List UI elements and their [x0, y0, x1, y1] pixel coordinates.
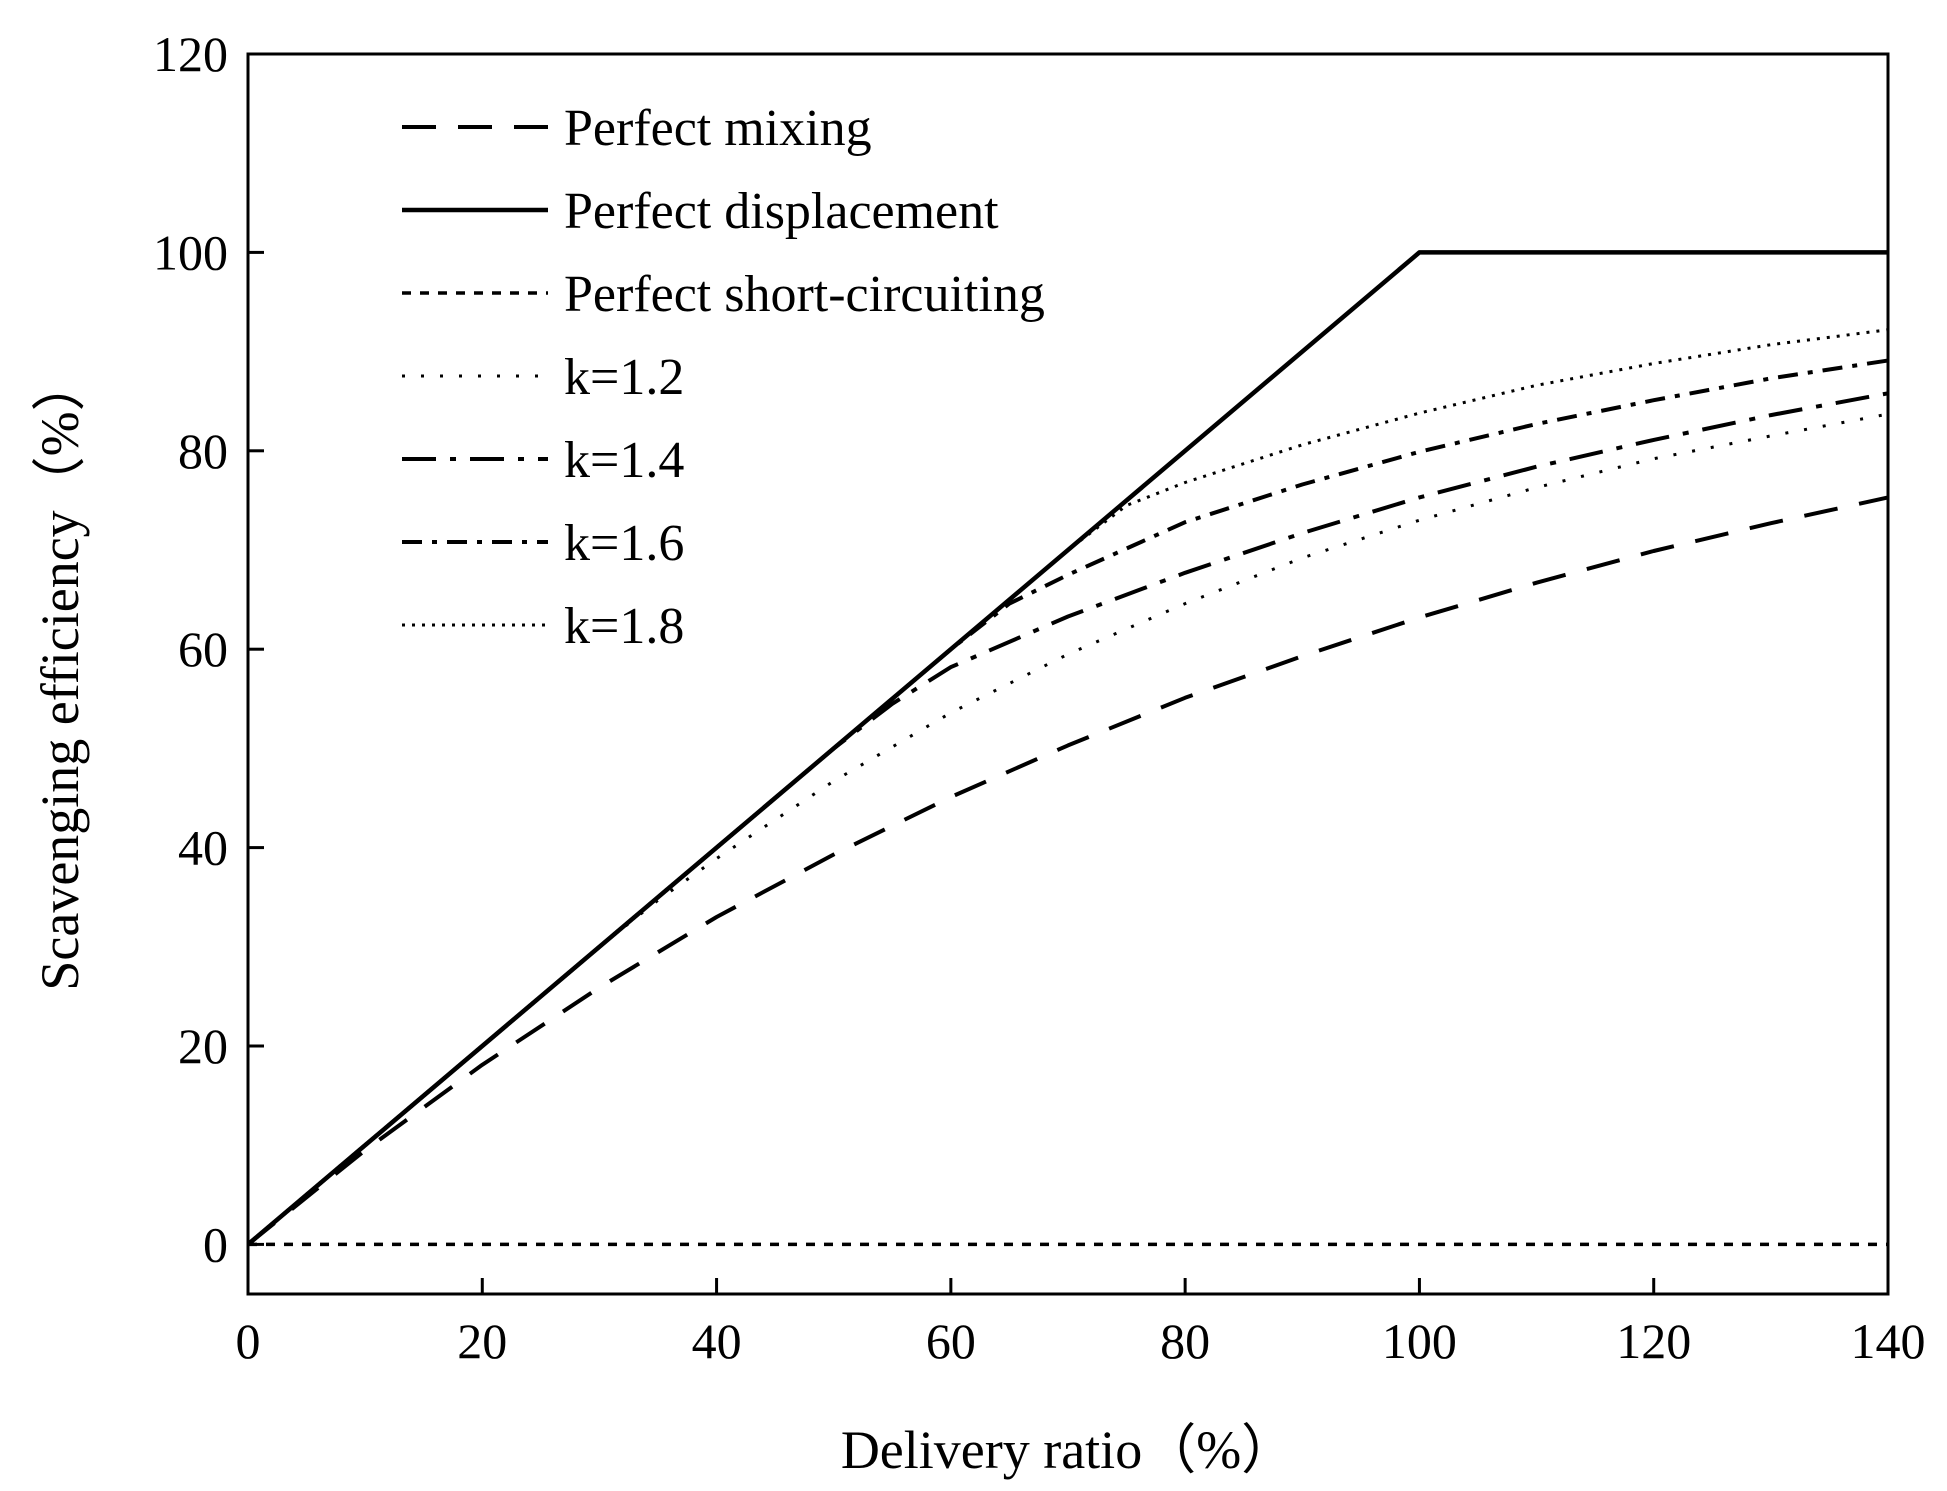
x-tick-label: 60	[926, 1313, 976, 1369]
x-tick-label: 20	[457, 1313, 507, 1369]
legend-label-4: k=1.4	[564, 432, 684, 489]
x-tick-label: 120	[1616, 1313, 1691, 1369]
series-line-4	[246, 391, 1889, 1246]
x-tick-label: 140	[1851, 1313, 1926, 1369]
legend-label-3: k=1.2	[564, 349, 684, 406]
legend-label-1: Perfect displacement	[564, 183, 999, 240]
legend-label-6: k=1.8	[564, 598, 684, 655]
legend-label-0: Perfect mixing	[564, 100, 872, 157]
series-line-6	[247, 328, 1889, 1246]
x-tick-label: 80	[1160, 1313, 1210, 1369]
y-tick-label: 60	[178, 621, 228, 677]
y-tick-label: 40	[178, 820, 228, 876]
legend-label-2: Perfect short-circuiting	[564, 266, 1045, 323]
y-tick-label: 80	[178, 423, 228, 479]
series-line-0	[246, 495, 1889, 1246]
x-tick-label: 100	[1382, 1313, 1457, 1369]
series-line-1	[246, 250, 1888, 1247]
series-layer	[246, 250, 1889, 1247]
x-tick-label: 40	[692, 1313, 742, 1369]
y-tick-label: 100	[153, 224, 228, 280]
y-axis-title: Scavenging efficiency（%）	[30, 357, 90, 990]
plot-frame	[246, 52, 1890, 1296]
series-line-5	[246, 358, 1889, 1246]
y-tick-label: 20	[178, 1018, 228, 1074]
legend: Perfect mixing Perfect displacement Perfec…	[402, 100, 1045, 655]
ticks-layer: 0 20 40 60 80 100 120 140 0 20 40 60 80 100 120	[153, 26, 1926, 1369]
y-tick-label: 120	[153, 26, 228, 82]
series-line-3	[247, 412, 1889, 1246]
x-axis-title: Delivery ratio（%）	[841, 1420, 1295, 1480]
x-tick-label: 0	[236, 1313, 261, 1369]
y-tick-label: 0	[203, 1216, 228, 1272]
legend-label-5: k=1.6	[564, 515, 684, 572]
